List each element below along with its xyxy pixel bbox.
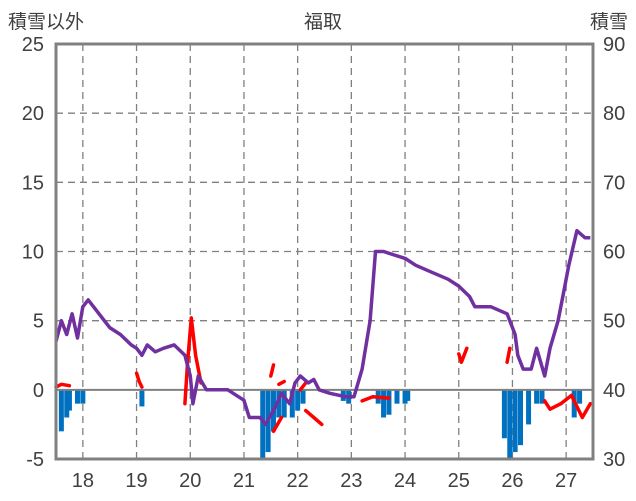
precipitation-bar: [289, 389, 295, 418]
temperature-line-segment: [54, 382, 72, 389]
precipitation-bar: [402, 389, 408, 404]
right-tick-label: 60: [603, 242, 625, 264]
left-tick-label: -5: [26, 449, 44, 471]
precipitation-bar: [295, 389, 301, 411]
precipitation-bar: [577, 389, 583, 404]
precipitation-bar: [281, 389, 287, 418]
precipitation-bar: [512, 389, 518, 453]
right-axis-ticks: 30 40 50 60 70 80 90: [603, 34, 625, 471]
precipitation-bar: [80, 389, 86, 404]
precipitation-bar: [507, 389, 513, 459]
precipitation-bar: [58, 389, 64, 432]
precipitation-bar: [66, 389, 72, 411]
right-tick-label: 50: [603, 311, 625, 333]
precipitation-bar: [518, 389, 524, 446]
precipitation-bar: [139, 389, 145, 407]
precipitation-bar: [386, 389, 392, 415]
x-tick-label: 23: [340, 470, 362, 492]
right-tick-label: 80: [603, 103, 625, 125]
left-tick-label: 25: [22, 34, 44, 56]
x-tick-label: 19: [125, 470, 147, 492]
temperature-line-segment: [298, 381, 308, 392]
x-tick-label: 26: [501, 470, 523, 492]
temperature-series: [54, 316, 593, 434]
plot-frame: [54, 42, 595, 461]
chart-title: 福取: [304, 11, 342, 33]
temperature-line-segment: [303, 408, 324, 427]
left-tick-label: 0: [33, 380, 44, 402]
right-tick-label: 90: [603, 34, 625, 56]
precipitation-bar: [381, 389, 387, 418]
precipitation-bar: [394, 389, 400, 404]
x-tick-label: 25: [448, 470, 470, 492]
temperature-line-segment: [457, 346, 469, 364]
x-tick-label: 20: [179, 470, 201, 492]
gridlines: [56, 44, 593, 459]
right-tick-label: 40: [603, 380, 625, 402]
precipitation-bar: [501, 389, 507, 439]
temperature-line-segment: [271, 415, 284, 434]
x-axis-ticks: 18 19 20 21 22 23 24 25 26 27: [72, 470, 578, 492]
temperature-line-segment: [542, 393, 593, 420]
left-tick-label: 15: [22, 172, 44, 194]
precipitation-bar: [526, 389, 532, 425]
right-tick-label: 70: [603, 172, 625, 194]
snow-depth-series: [54, 228, 591, 427]
precipitation-bar: [534, 389, 540, 404]
x-tick-label: 27: [555, 470, 577, 492]
x-tick-label: 18: [72, 470, 94, 492]
precipitation-bar: [539, 389, 545, 404]
precipitation-bar: [276, 389, 282, 418]
precipitation-bar: [405, 389, 411, 401]
snow-depth-line: [54, 228, 591, 427]
precipitation-bar: [260, 389, 266, 459]
left-tick-label: 5: [33, 311, 44, 333]
temperature-line-segment: [134, 371, 144, 389]
left-axis-ticks: -5 0 5 10 15 20 25: [22, 34, 44, 471]
x-tick-label: 24: [394, 470, 416, 492]
precipitation-bar: [300, 389, 306, 404]
temperature-line-segment: [269, 363, 276, 378]
left-tick-label: 10: [22, 242, 44, 264]
x-tick-label: 22: [287, 470, 309, 492]
right-tick-label: 30: [603, 449, 625, 471]
temperature-line-segment: [505, 346, 512, 364]
x-tick-label: 21: [233, 470, 255, 492]
temperature-line-segment: [277, 379, 286, 387]
left-tick-label: 20: [22, 103, 44, 125]
left-axis-label: 積雪以外: [8, 11, 84, 33]
precipitation-bar: [74, 389, 80, 404]
temperature-line-segment: [183, 316, 203, 406]
temperature-line-segment: [360, 395, 391, 403]
right-axis-label: 積雪: [590, 11, 628, 33]
precipitation-bar: [64, 389, 70, 418]
